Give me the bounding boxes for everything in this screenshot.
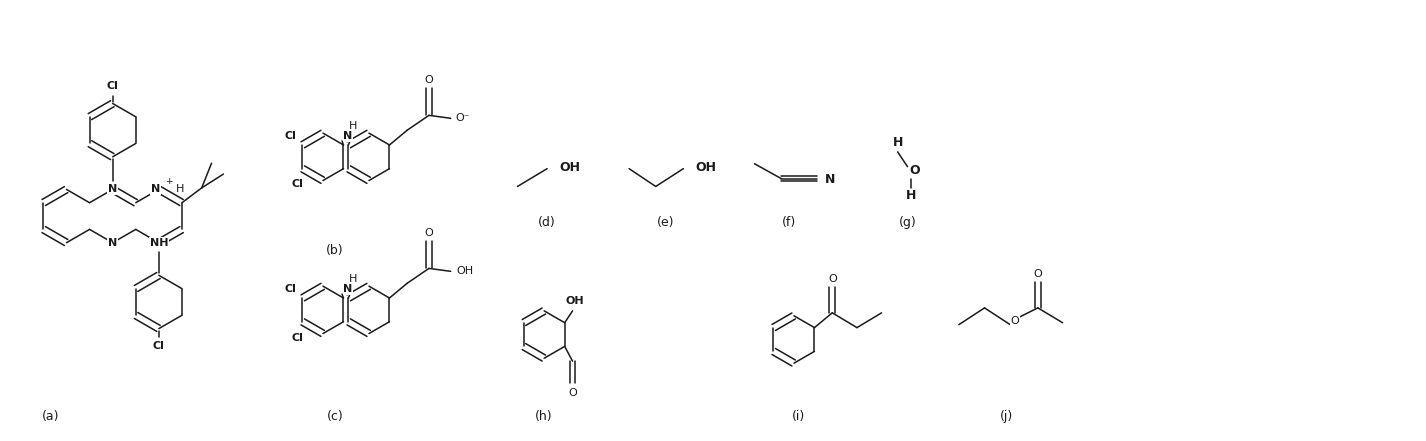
Text: O: O — [425, 75, 434, 85]
Text: N: N — [108, 184, 117, 194]
Text: Cl: Cl — [153, 341, 165, 351]
Text: O: O — [425, 228, 434, 238]
Text: OH: OH — [696, 161, 716, 174]
Text: (i): (i) — [793, 410, 806, 423]
Text: (c): (c) — [327, 410, 344, 423]
Text: N: N — [151, 184, 161, 194]
Text: (g): (g) — [898, 217, 917, 229]
Text: O: O — [910, 164, 920, 177]
Text: (b): (b) — [327, 244, 344, 257]
Text: N: N — [108, 238, 117, 248]
Text: OH: OH — [559, 161, 580, 174]
Text: Cl: Cl — [291, 179, 304, 190]
Text: (a): (a) — [41, 410, 60, 423]
Text: H: H — [349, 274, 356, 284]
Text: (j): (j) — [1000, 410, 1012, 423]
Text: O: O — [1011, 316, 1020, 326]
Text: (h): (h) — [535, 410, 553, 423]
Text: O: O — [829, 274, 837, 284]
Text: Cl: Cl — [285, 131, 297, 141]
Text: OH: OH — [456, 266, 473, 277]
Text: O⁻: O⁻ — [455, 113, 469, 123]
Text: NH: NH — [150, 238, 168, 248]
Text: H: H — [893, 136, 903, 149]
Text: Cl: Cl — [107, 81, 118, 91]
Text: H: H — [177, 184, 185, 194]
Text: O: O — [568, 388, 578, 398]
Text: OH: OH — [565, 296, 583, 306]
Text: (d): (d) — [538, 217, 556, 229]
Text: N: N — [344, 284, 352, 294]
Text: O: O — [1034, 269, 1042, 279]
Text: +: + — [165, 177, 173, 186]
Text: (f): (f) — [781, 217, 796, 229]
Text: Cl: Cl — [285, 284, 297, 294]
Text: N: N — [824, 173, 836, 186]
Text: Cl: Cl — [291, 333, 304, 343]
Text: H: H — [907, 189, 917, 202]
Text: H: H — [349, 121, 356, 131]
Text: N: N — [344, 131, 352, 141]
Text: (e): (e) — [657, 217, 674, 229]
